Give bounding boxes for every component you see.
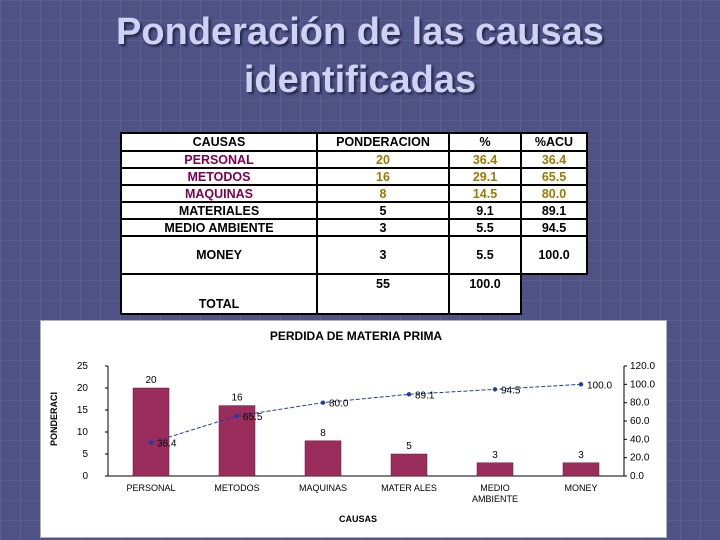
cell-percent: 5.5 bbox=[448, 235, 522, 275]
bar bbox=[476, 462, 514, 477]
cell-causa: MEDIO AMBIENTE bbox=[120, 218, 318, 237]
cumulative-line bbox=[150, 383, 582, 444]
y2-tick-label: 60.0 bbox=[630, 416, 650, 427]
y-tick-label: 20 bbox=[77, 383, 89, 394]
cell-ponderacion: 3 bbox=[316, 235, 450, 275]
cell-total-ponderacion: 55 bbox=[316, 273, 450, 315]
cell-causa: MATERIALES bbox=[120, 201, 318, 220]
cell-percent-acu: 100.0 bbox=[520, 235, 588, 275]
slide-title-line-2: identificadas bbox=[243, 59, 477, 101]
cell-percent-acu: 36.4 bbox=[520, 150, 588, 169]
bar-data-label: 16 bbox=[231, 393, 243, 404]
line-point bbox=[148, 440, 154, 445]
bar bbox=[304, 440, 342, 477]
line-point bbox=[234, 413, 240, 419]
x-tick-label: METODOS bbox=[214, 483, 259, 493]
cell-percent-acu: 94.5 bbox=[520, 218, 588, 237]
bar bbox=[390, 453, 428, 477]
y-tick-label: 10 bbox=[77, 427, 89, 438]
line-data-label: 80.0 bbox=[329, 399, 349, 410]
x-tick-label: MEDIO bbox=[480, 483, 510, 493]
line-point bbox=[320, 400, 326, 405]
x-tick-label: MONEY bbox=[564, 483, 597, 493]
cell-total-label: TOTAL bbox=[120, 273, 318, 315]
chart-x-axis-label: CAUSAS bbox=[339, 514, 377, 524]
x-tick-label: PERSONAL bbox=[126, 483, 175, 493]
y2-tick-label: 100.0 bbox=[630, 379, 655, 390]
y-tick-label: 15 bbox=[77, 405, 89, 416]
cell-percent: 29.1 bbox=[448, 167, 522, 186]
pareto-chart: PERDIDA DE MATERIA PRIMA PONDERACI CAUSA… bbox=[40, 320, 667, 538]
table-row: MEDIO AMBIENTE 3 5.5 94.5 bbox=[120, 218, 588, 237]
y2-tick-label: 80.0 bbox=[630, 398, 650, 409]
slide-title: Ponderación de las causas identificadas bbox=[0, 8, 720, 104]
y2-tick-label: 40.0 bbox=[630, 434, 650, 445]
line-point bbox=[492, 387, 498, 392]
cell-causa: MONEY bbox=[120, 235, 318, 275]
chart-title: PERDIDA DE MATERIA PRIMA bbox=[270, 329, 443, 343]
x-tick-label: MAQUINAS bbox=[299, 483, 347, 493]
header-percent-acu: %ACU bbox=[520, 132, 588, 152]
table-row: METODOS 16 29.1 65.5 bbox=[120, 167, 588, 186]
header-causas: CAUSAS bbox=[120, 132, 318, 152]
slide-title-line-1: Ponderación de las causas bbox=[116, 11, 604, 53]
line-data-label: 65.5 bbox=[243, 412, 263, 423]
cell-ponderacion: 3 bbox=[316, 218, 450, 237]
y2-tick-label: 0.0 bbox=[630, 471, 644, 482]
total-label: TOTAL bbox=[198, 297, 240, 311]
cell-percent: 36.4 bbox=[448, 150, 522, 169]
cell-ponderacion: 16 bbox=[316, 167, 450, 186]
y2-tick-label: 120.0 bbox=[630, 361, 655, 372]
cell-total-percent: 100.0 bbox=[448, 273, 522, 315]
bar-data-label: 3 bbox=[492, 450, 498, 461]
line-data-label: 36.4 bbox=[157, 439, 177, 450]
y-tick-label: 0 bbox=[82, 471, 88, 482]
bar-data-label: 3 bbox=[578, 450, 584, 461]
bar bbox=[562, 462, 600, 477]
line-point bbox=[578, 382, 584, 387]
cell-percent-acu: 80.0 bbox=[520, 184, 588, 203]
line-data-label: 89.1 bbox=[415, 390, 435, 401]
header-percent: % bbox=[448, 132, 522, 152]
y-tick-label: 25 bbox=[77, 361, 89, 372]
bar-data-label: 8 bbox=[320, 428, 326, 439]
chart-marks: 0 5 10 15 20 25 0.0 20.0 40.0 60.0 80.0 100.0 120.0 2… bbox=[77, 361, 656, 504]
chart-svg: PERDIDA DE MATERIA PRIMA PONDERACI CAUSA… bbox=[49, 329, 656, 524]
line-data-label: 100.0 bbox=[587, 380, 612, 391]
table-row: PERSONAL 20 36.4 36.4 bbox=[120, 150, 588, 169]
cell-causa: PERSONAL bbox=[120, 150, 318, 169]
table-row: MONEY 3 5.5 100.0 bbox=[120, 235, 588, 275]
y-tick-label: 5 bbox=[82, 449, 88, 460]
bar-data-label: 5 bbox=[406, 441, 412, 452]
cell-ponderacion: 5 bbox=[316, 201, 450, 220]
cell-percent: 5.5 bbox=[448, 218, 522, 237]
chart-y-axis-label: PONDERACI bbox=[49, 392, 59, 446]
cell-causa: MAQUINAS bbox=[120, 184, 318, 203]
bar bbox=[132, 387, 170, 477]
cell-percent: 9.1 bbox=[448, 201, 522, 220]
x-tick-label: MATER ALES bbox=[381, 483, 437, 493]
table-row: MAQUINAS 8 14.5 80.0 bbox=[120, 184, 588, 203]
line-point bbox=[406, 392, 412, 397]
cell-empty bbox=[521, 274, 587, 314]
causes-table: CAUSAS PONDERACION % %ACU PERSONAL 20 36… bbox=[120, 132, 588, 315]
line-data-label: 94.5 bbox=[501, 385, 521, 396]
table-row: MATERIALES 5 9.1 89.1 bbox=[120, 201, 588, 220]
cell-percent: 14.5 bbox=[448, 184, 522, 203]
cell-ponderacion: 8 bbox=[316, 184, 450, 203]
table-total-row: TOTAL 55 100.0 bbox=[120, 273, 587, 315]
cell-percent-acu: 89.1 bbox=[520, 201, 588, 220]
y2-tick-label: 20.0 bbox=[630, 453, 650, 464]
cell-causa: METODOS bbox=[120, 167, 318, 186]
x-tick-label: AMBIENTE bbox=[472, 494, 518, 504]
header-ponderacion: PONDERACION bbox=[316, 132, 450, 152]
cell-ponderacion: 20 bbox=[316, 150, 450, 169]
bar-data-label: 20 bbox=[145, 375, 157, 386]
cell-percent-acu: 65.5 bbox=[520, 167, 588, 186]
table-header-row: CAUSAS PONDERACION % %ACU bbox=[120, 132, 588, 152]
